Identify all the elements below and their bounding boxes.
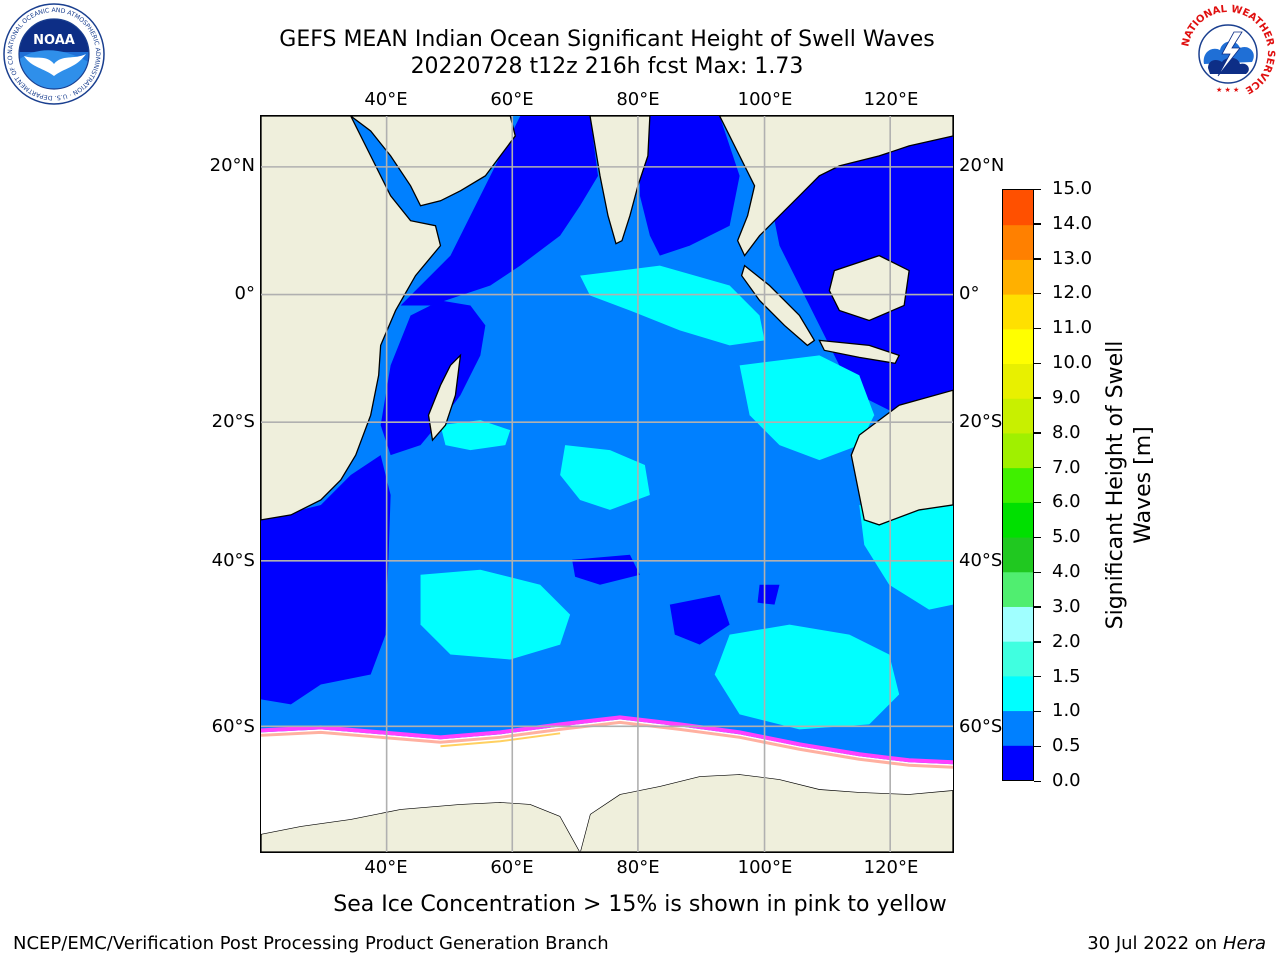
colorbar-cell xyxy=(1003,467,1033,503)
colorbar-tick-label: 4.0 xyxy=(1052,561,1081,583)
colorbar-tick-label: 7.0 xyxy=(1052,456,1081,478)
map-subtitle: 20220728 t12z 216h fcst Max: 1.73 xyxy=(410,54,804,79)
colorbar-cell xyxy=(1003,328,1033,365)
colorbar-tick-label: 5.0 xyxy=(1052,526,1081,548)
lat-tick-left: 20°S xyxy=(211,411,255,432)
colorbar-tick-label: 12.0 xyxy=(1052,282,1093,304)
lon-tick-bottom: 100°E xyxy=(737,857,793,878)
lat-tick-left: 20°N xyxy=(209,155,255,176)
lon-tick-bottom: 80°E xyxy=(616,857,660,878)
colorbar-tick-mark xyxy=(1034,292,1041,295)
colorbar-tick-label: 15.0 xyxy=(1052,178,1093,199)
colorbar-cell xyxy=(1003,224,1033,260)
lat-tick-right: 20°N xyxy=(959,155,1005,176)
noaa-logo-text: NOAA xyxy=(33,33,75,48)
colorbar xyxy=(1002,189,1034,781)
colorbar-cell xyxy=(1003,675,1033,712)
colorbar-cell xyxy=(1003,537,1033,573)
footer-credit: NCEP/EMC/Verification Post Processing Pr… xyxy=(13,933,609,954)
colorbar-tick-label: 9.0 xyxy=(1052,386,1081,408)
lat-tick-left: 0° xyxy=(234,283,255,304)
colorbar-tick-label: 2.0 xyxy=(1052,630,1081,652)
lat-tick-left: 60°S xyxy=(211,716,255,737)
colorbar-cell xyxy=(1003,710,1033,746)
colorbar-tick-mark xyxy=(1034,710,1041,713)
lon-tick-top: 60°E xyxy=(490,89,534,110)
noaa-logo-icon: NATIONAL OCEANIC AND ATMOSPHERIC ADMINIS… xyxy=(2,2,105,105)
colorbar-tick-mark xyxy=(1034,501,1041,504)
colorbar-tick-mark xyxy=(1034,641,1041,643)
lat-tick-left: 40°S xyxy=(211,550,255,571)
colorbar-tick-label: 8.0 xyxy=(1052,421,1081,443)
colorbar-tick-label: 11.0 xyxy=(1052,317,1093,339)
colorbar-tick-label: 10.0 xyxy=(1052,352,1093,374)
lat-tick-right: 20°S xyxy=(959,411,1003,432)
colorbar-cell xyxy=(1003,398,1033,434)
colorbar-cell xyxy=(1003,571,1033,607)
swell-low-regions xyxy=(261,116,953,705)
colorbar-cell xyxy=(1003,432,1033,469)
colorbar-tick-mark xyxy=(1034,606,1041,608)
map-panel xyxy=(260,115,954,853)
lon-tick-top: 100°E xyxy=(737,89,793,110)
colorbar-cell xyxy=(1003,641,1033,677)
colorbar-cell xyxy=(1003,745,1033,780)
sea-ice-edge xyxy=(261,715,953,769)
colorbar-tick-mark xyxy=(1034,223,1041,225)
colorbar-cell xyxy=(1003,606,1033,642)
footer-date-text: 30 Jul 2022 on xyxy=(1087,933,1218,954)
colorbar-tick-mark xyxy=(1034,745,1041,748)
colorbar-tick-mark xyxy=(1034,397,1041,399)
colorbar-tick-mark xyxy=(1034,467,1041,469)
colorbar-cell xyxy=(1003,502,1033,538)
lon-tick-top: 40°E xyxy=(364,89,408,110)
nws-logo-icon: NATIONAL WEATHER SERVICE ★ ★ ★ xyxy=(1180,4,1276,100)
colorbar-tick-label: 6.0 xyxy=(1052,491,1081,513)
colorbar-tick-mark xyxy=(1034,327,1041,330)
map-title: GEFS MEAN Indian Ocean Significant Heigh… xyxy=(279,27,935,52)
lat-tick-right: 40°S xyxy=(959,550,1003,571)
colorbar-cell xyxy=(1003,363,1033,399)
lon-tick-top: 120°E xyxy=(863,89,919,110)
colorbar-tick-mark xyxy=(1034,188,1041,190)
lat-tick-right: 60°S xyxy=(959,716,1003,737)
colorbar-tick-label: 3.0 xyxy=(1052,595,1081,617)
lon-tick-top: 80°E xyxy=(616,89,660,110)
svg-text:★ ★ ★: ★ ★ ★ xyxy=(1216,86,1239,94)
colorbar-tick-label: 14.0 xyxy=(1052,212,1093,234)
lon-tick-bottom: 40°E xyxy=(364,857,408,878)
lat-tick-right: 0° xyxy=(959,283,980,304)
colorbar-tick-label: 0.0 xyxy=(1052,770,1081,791)
colorbar-label: Significant Height of Swell Waves [m] xyxy=(1102,341,1158,630)
footer-date: 30 Jul 2022 on Hera xyxy=(1087,933,1266,954)
colorbar-tick-mark xyxy=(1034,362,1041,364)
lon-tick-bottom: 60°E xyxy=(490,857,534,878)
lon-tick-bottom: 120°E xyxy=(863,857,919,878)
land-masses xyxy=(261,116,953,852)
map-gridlines xyxy=(261,116,953,852)
colorbar-tick-label: 1.5 xyxy=(1052,665,1081,687)
colorbar-tick-mark xyxy=(1034,571,1041,573)
colorbar-cell xyxy=(1003,190,1033,226)
footer-host: Hera xyxy=(1222,933,1266,954)
colorbar-tick-mark xyxy=(1034,536,1041,539)
colorbar-cell xyxy=(1003,294,1033,330)
colorbar-tick-mark xyxy=(1034,780,1041,782)
colorbar-cell xyxy=(1003,259,1033,295)
sea-ice-region xyxy=(261,719,953,852)
colorbar-label-line2: Waves [m] xyxy=(1131,426,1156,544)
sea-ice-note: Sea Ice Concentration > 15% is shown in … xyxy=(333,892,947,917)
colorbar-tick-label: 0.5 xyxy=(1052,735,1081,757)
colorbar-tick-mark xyxy=(1034,676,1041,678)
colorbar-label-line1: Significant Height of Swell xyxy=(1103,340,1128,630)
colorbar-tick-label: 1.0 xyxy=(1052,700,1081,722)
swell-high-regions xyxy=(420,265,953,730)
colorbar-tick-mark xyxy=(1034,432,1041,434)
colorbar-tick-label: 13.0 xyxy=(1052,247,1093,269)
colorbar-tick-mark xyxy=(1034,258,1041,260)
